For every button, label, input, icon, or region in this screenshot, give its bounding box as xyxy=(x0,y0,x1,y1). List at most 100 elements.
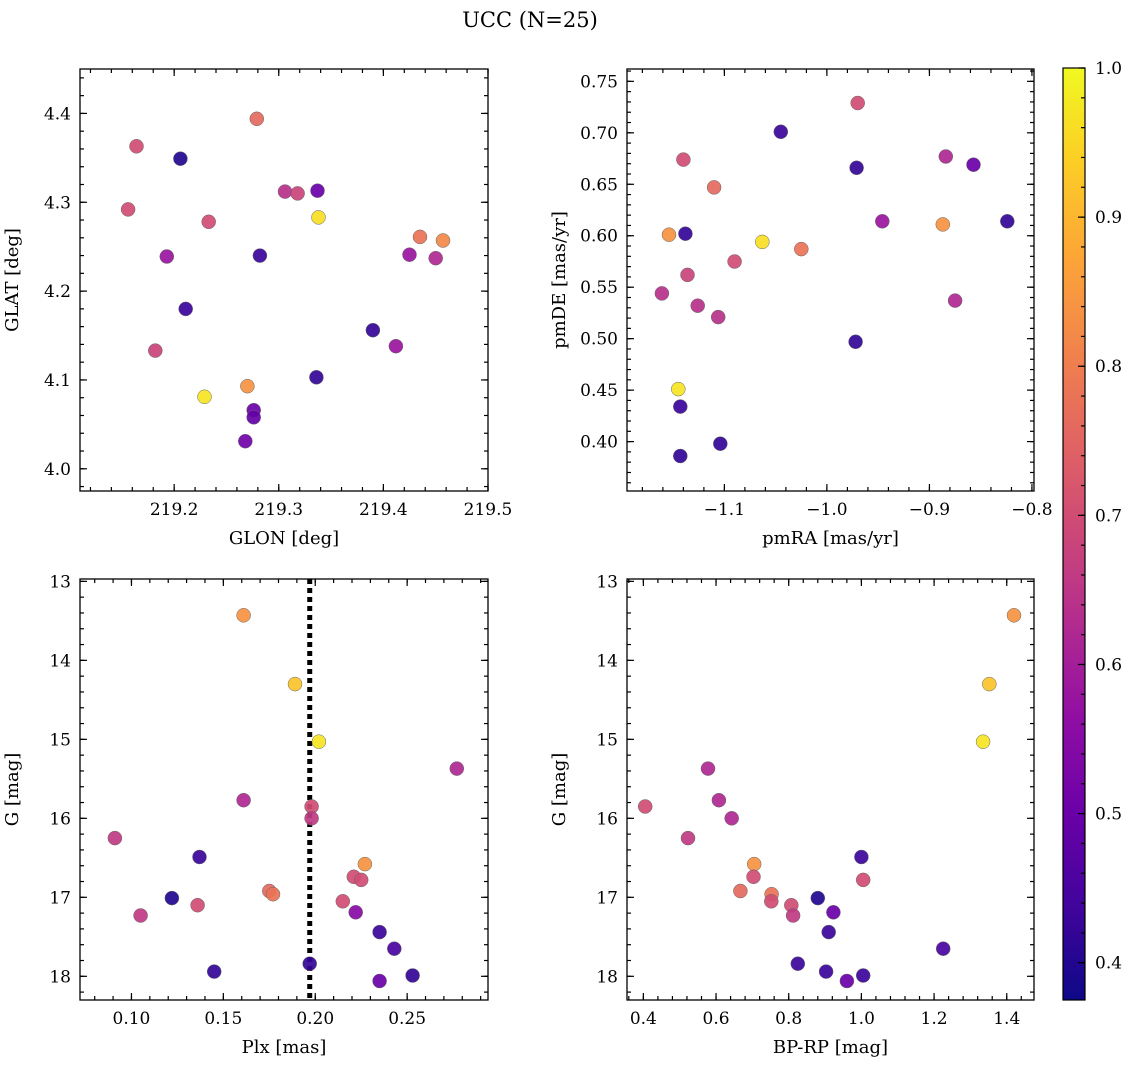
data-point xyxy=(107,830,123,846)
y-tick-label: 0.45 xyxy=(580,381,618,401)
data-point xyxy=(826,905,841,920)
data-point xyxy=(661,227,677,242)
data-point xyxy=(277,184,293,199)
data-point xyxy=(240,378,255,394)
data-point xyxy=(372,924,387,940)
data-point xyxy=(982,676,997,692)
colorbar-tick-label: 0.4 xyxy=(1095,954,1122,974)
colorbar: 0.4 0.5 0.6 0.7 0.8 0.9 1.0 xyxy=(1062,59,1122,1001)
x-tick-label: 1.0 xyxy=(848,1009,875,1029)
colorbar-tick-label: 0.5 xyxy=(1095,805,1122,825)
data-point xyxy=(236,608,251,623)
y-tick-label: 15 xyxy=(49,730,71,750)
data-point xyxy=(711,792,727,808)
data-point xyxy=(353,872,369,888)
points xyxy=(120,111,451,449)
data-point xyxy=(335,894,351,909)
x-tick-label: 0.6 xyxy=(703,1009,730,1029)
data-point xyxy=(309,370,324,385)
data-point xyxy=(854,849,869,865)
y-tick-label: 16 xyxy=(49,809,71,829)
x-axis-label: BP-RP [mag] xyxy=(773,1037,888,1058)
x-tick-label: −0.8 xyxy=(1011,500,1052,520)
data-point xyxy=(304,811,319,826)
data-point xyxy=(839,973,855,989)
data-point xyxy=(794,241,809,257)
x-tick-label: 219.4 xyxy=(359,500,408,520)
data-point xyxy=(855,968,871,983)
data-point xyxy=(265,886,281,902)
x-axis-label: pmRA [mas/yr] xyxy=(762,528,899,549)
axes-frame xyxy=(79,68,489,492)
data-point xyxy=(348,905,363,920)
data-point xyxy=(387,941,402,956)
x-tick-label: 219.3 xyxy=(254,500,303,520)
data-point xyxy=(713,436,728,451)
data-point xyxy=(947,293,963,308)
scatter-panel-1: 219.2 219.3 219.4 219.5 4.0 4.1 4.2 4.3 4.4 GLON … xyxy=(2,68,512,549)
colorbar-gradient xyxy=(1062,67,1086,1001)
data-point xyxy=(287,676,303,692)
x-tick-label: 0.25 xyxy=(388,1009,426,1029)
scatter-panel-3: 0.10 0.15 0.20 0.25 13 14 15 16 17 18 Plx [mas] G [… xyxy=(2,572,489,1058)
data-point xyxy=(120,202,136,217)
data-point xyxy=(238,433,253,449)
data-point xyxy=(855,872,871,888)
x-tick-label: 219.2 xyxy=(150,500,199,520)
data-point xyxy=(206,964,222,979)
data-point xyxy=(746,856,762,872)
data-point xyxy=(676,152,691,167)
x-tick-label: 0.8 xyxy=(775,1009,802,1029)
data-point xyxy=(372,973,387,989)
data-point xyxy=(388,338,404,354)
x-tick-label: 1.2 xyxy=(921,1009,948,1029)
data-point xyxy=(678,226,693,241)
y-tick-label: 18 xyxy=(49,967,71,987)
data-point xyxy=(302,956,317,971)
x-tick-label: −0.9 xyxy=(909,500,950,520)
data-point xyxy=(680,267,695,283)
y-tick-label: 13 xyxy=(49,572,71,592)
scatter-panels: 219.2 219.3 219.4 219.5 4.0 4.1 4.2 4.3 4.4 GLON … xyxy=(2,68,1053,1058)
y-tick-label: 4.1 xyxy=(44,371,71,391)
data-point xyxy=(710,309,726,325)
data-point xyxy=(435,233,451,248)
data-point xyxy=(671,381,686,397)
colorbar-tick-label: 0.9 xyxy=(1095,208,1122,228)
data-point xyxy=(966,157,981,172)
y-tick-label: 0.70 xyxy=(580,124,618,144)
y-tick-label: 0.60 xyxy=(580,227,618,247)
data-point xyxy=(201,214,216,230)
points xyxy=(654,95,1015,464)
x-tick-label: 0.4 xyxy=(630,1009,657,1029)
y-axis-label: GLAT [deg] xyxy=(2,228,23,332)
y-axis-label: G [mag] xyxy=(2,753,23,826)
data-point xyxy=(764,894,779,909)
data-point xyxy=(637,799,653,814)
data-point xyxy=(236,792,251,808)
y-tick-label: 18 xyxy=(596,967,618,987)
data-point xyxy=(785,908,801,923)
data-point xyxy=(975,734,991,749)
data-point xyxy=(190,897,205,913)
data-point xyxy=(164,890,180,906)
colorbar-tick-label: 1.0 xyxy=(1095,59,1122,79)
y-tick-label: 0.50 xyxy=(580,330,618,350)
axes-frame xyxy=(79,578,489,1001)
data-point xyxy=(746,869,761,885)
data-point xyxy=(810,890,826,906)
data-point xyxy=(129,139,144,154)
y-tick-label: 4.3 xyxy=(44,193,71,213)
x-tick-label: 0.15 xyxy=(204,1009,242,1029)
data-point xyxy=(197,389,212,405)
scatter-panel-2: −1.1 −1.0 −0.9 −0.8 0.40 0.45 0.50 0.55 0.60 0.65… xyxy=(549,68,1053,549)
data-point xyxy=(357,856,373,872)
data-point xyxy=(405,968,420,983)
y-tick-label: 14 xyxy=(49,651,71,671)
y-tick-label: 16 xyxy=(596,809,618,829)
y-tick-label: 4.0 xyxy=(44,460,71,480)
x-axis-label: GLON [deg] xyxy=(229,528,339,549)
data-point xyxy=(1000,214,1015,229)
y-tick-label: 15 xyxy=(596,730,618,750)
